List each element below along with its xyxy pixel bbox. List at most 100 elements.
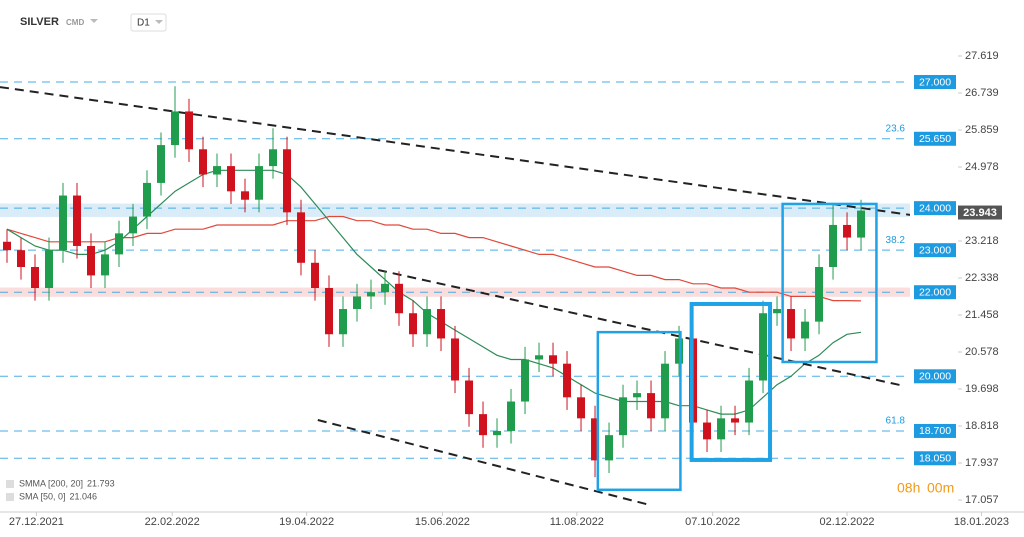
- legend-icon: [6, 493, 14, 501]
- dropdown-arrow[interactable]: [90, 19, 98, 23]
- highlight-box: [781, 202, 878, 364]
- candle-body: [815, 266, 824, 322]
- level-label: 25.650: [919, 133, 951, 145]
- price-label: 23.943: [963, 207, 997, 219]
- level-tag: [914, 423, 956, 438]
- fib-label: 23.6: [886, 123, 906, 134]
- x-tick-label: 07.10.2022: [685, 516, 740, 528]
- y-tick-label: 20.578: [965, 346, 999, 358]
- candle-body: [45, 250, 54, 289]
- level-tag: [914, 201, 956, 216]
- level-tag: [914, 369, 956, 384]
- candle-body: [647, 393, 656, 419]
- level-label: 18.700: [919, 425, 951, 437]
- candle-body: [633, 393, 642, 398]
- y-tick-label: 25.859: [965, 124, 999, 136]
- candle-body: [171, 111, 180, 146]
- market: CMD: [66, 18, 84, 27]
- x-tick-label: 02.12.2022: [820, 516, 875, 528]
- legend-icon: [6, 480, 14, 488]
- timer-hours: 08h: [897, 480, 920, 496]
- candle-body: [129, 216, 138, 234]
- candle-body: [661, 363, 670, 419]
- y-tick-label: 19.698: [965, 383, 999, 395]
- price-tag: [958, 205, 1002, 220]
- candle-body: [157, 145, 166, 183]
- candle-body: [759, 313, 768, 381]
- candle-body: [59, 195, 68, 251]
- candle-body: [283, 149, 292, 213]
- highlight-box: [689, 301, 773, 462]
- legend-name: SMMA [200, 20]: [19, 478, 83, 488]
- candle-body: [829, 224, 838, 267]
- fib-label: 38.2: [886, 235, 906, 246]
- candle-body: [73, 195, 82, 246]
- candle-body: [241, 191, 250, 200]
- candle-body: [423, 309, 432, 335]
- dropdown-arrow: [155, 20, 163, 24]
- candle-body: [549, 355, 558, 364]
- zone: [0, 203, 910, 218]
- level-tag: [914, 285, 956, 300]
- x-tick-label: 18.01.2023: [954, 516, 1009, 528]
- candle-body: [787, 309, 796, 339]
- candle-body: [857, 210, 866, 238]
- candle-body: [465, 380, 474, 415]
- plot-area: [0, 81, 910, 506]
- candle-body: [17, 250, 26, 267]
- candle-body: [213, 166, 222, 175]
- candle-body: [703, 422, 712, 440]
- y-tick-label: 17.057: [965, 494, 999, 506]
- candle-body: [143, 182, 152, 217]
- candle-body: [773, 309, 782, 314]
- level-label: 18.050: [919, 453, 951, 465]
- x-tick-label: 11.08.2022: [550, 516, 604, 528]
- y-tick-label: 18.818: [965, 420, 999, 432]
- candle-body: [325, 288, 334, 335]
- legend-value: 21.046: [70, 491, 98, 501]
- y-tick-label: 27.619: [965, 50, 999, 62]
- candle-body: [339, 309, 348, 335]
- candle-body: [101, 254, 110, 276]
- level-tag: [914, 75, 956, 90]
- candle-body: [3, 241, 12, 251]
- level-label: 22.000: [919, 286, 951, 298]
- candle-body: [199, 149, 208, 175]
- candle-body: [87, 245, 96, 276]
- legend-value: 21.793: [87, 478, 115, 488]
- x-tick-label: 19.04.2022: [279, 516, 334, 528]
- candle-body: [591, 418, 600, 461]
- candle-body: [535, 355, 544, 360]
- highlight-box: [596, 330, 682, 492]
- candle-body: [381, 283, 390, 293]
- candle-body: [269, 149, 278, 167]
- candle-body: [745, 380, 754, 423]
- level-label: 23.000: [919, 244, 951, 256]
- candle-body: [507, 401, 516, 431]
- candle-body: [605, 435, 614, 461]
- x-tick-label: 22.02.2022: [145, 516, 200, 528]
- level-label: 27.000: [919, 76, 951, 88]
- candle-body: [31, 266, 40, 289]
- trendline: [0, 86, 910, 216]
- candle-body: [717, 418, 726, 440]
- y-tick-label: 26.739: [965, 87, 999, 99]
- candle-body: [563, 363, 572, 398]
- y-tick-label: 17.937: [965, 457, 999, 469]
- candle-body: [353, 296, 362, 310]
- candle-body: [451, 338, 460, 381]
- candle-body: [577, 397, 586, 419]
- candle-body: [395, 283, 404, 314]
- interval-select[interactable]: [130, 13, 167, 32]
- candle-body: [521, 359, 530, 402]
- candle-body: [367, 292, 376, 297]
- legend-name: SMA [50, 0]: [19, 491, 66, 501]
- trendline: [317, 419, 650, 506]
- candle-body: [493, 430, 502, 436]
- candle-body: [227, 166, 236, 192]
- y-tick-label: 23.218: [965, 235, 999, 247]
- candle-body: [185, 111, 194, 150]
- timer-minutes: 00m: [927, 480, 954, 496]
